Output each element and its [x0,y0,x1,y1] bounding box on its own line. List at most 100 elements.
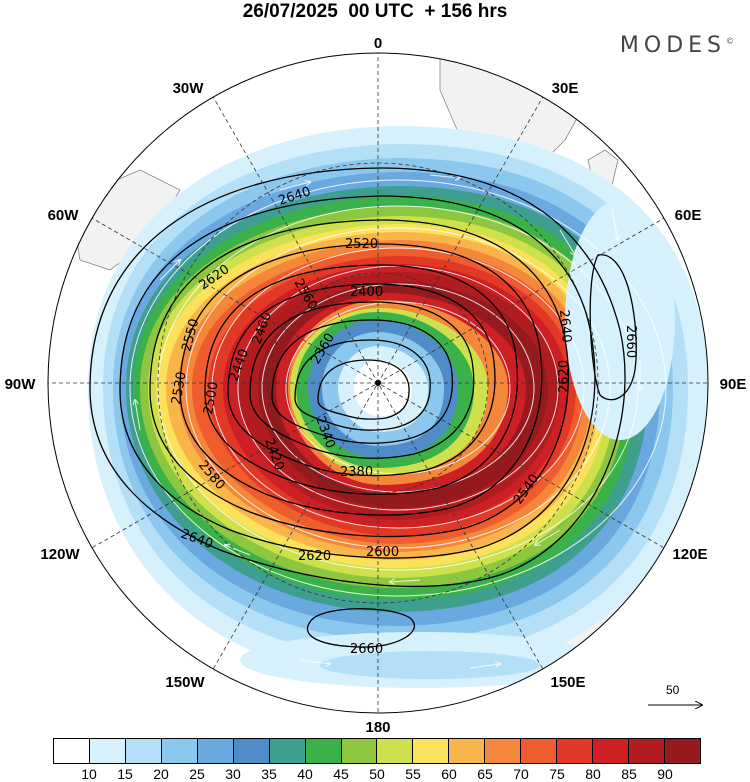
colorbar-segment [629,739,665,763]
colorbar-tick-label: 40 [297,766,313,782]
map-title: 26/07/2025 00 UTC + 156 hrs [242,1,508,22]
colorbar-segment [305,739,342,763]
colorbar-segment [557,739,594,763]
colorbar-tick-label: 30 [225,766,241,782]
colorbar-tick-label: 55 [405,766,421,782]
contour-2560 [179,243,543,516]
longitude-label-120e: 120E [672,546,707,563]
pole-marker [375,380,381,386]
colorbar-segment [89,739,126,763]
contour-2340 [317,359,410,420]
contour-labels: 2640 2620 2560 2520 2400 2360 2340 2380 … [169,184,638,657]
wind-speed-shading [88,126,708,680]
contour-label: 2600 [366,545,399,560]
contour-2660-east [589,254,637,401]
contour-2480 [227,283,496,477]
contour-label: 2660 [623,325,638,358]
contour-2660-south [307,608,416,648]
colorbar-tick-label: 80 [585,766,601,782]
colorbar [53,738,701,764]
colorbar-segment [521,739,558,763]
longitude-label-120w: 120W [40,546,80,563]
contour-label: 2660 [350,642,383,657]
wind-vector-ring-6 [261,283,535,493]
wind-vector-arrow [535,529,561,545]
contour-label: 2500 [201,380,222,415]
contour-label: 2620 [557,360,572,393]
wind-area-east [565,200,675,440]
longitude-label-30e: 30E [552,80,579,97]
contour-2440 [249,301,475,459]
contour-2600 [149,219,570,538]
contour-label: 2520 [345,237,378,252]
contour-2640-outer [89,167,626,587]
wind-vector-arrow [429,174,460,178]
polar-map: 2640 2620 2560 2520 2400 2360 2340 2380 … [5,35,747,736]
colorbar-tick-label: 75 [549,766,565,782]
colorbar-tick-label: 45 [333,766,349,782]
colorbar-tick-label: 90 [657,766,673,782]
colorbar-segment [593,739,629,763]
longitude-labels: 0 30E 60E 90E 120E 150E 180 150W 120W 90… [5,35,747,736]
wind-vector-arrow [225,545,251,556]
colorbar-segment [197,739,234,763]
colorbar-segment [377,739,414,763]
longitude-label-150e: 150E [550,674,585,691]
colorbar-segment [485,739,522,763]
wind-vector-ring-1 [129,179,667,597]
contour-label: 2640 [556,309,574,343]
wind-vectors [129,174,667,669]
wind-vector-arrow [299,659,330,664]
map-boundary [47,52,709,714]
colorbar-segment [161,739,198,763]
colorbar-tick-label: 25 [189,766,205,782]
longitude-label-90w: 90W [5,376,37,393]
longitude-label-60w: 60W [48,207,80,224]
colorbar-tick-label: 50 [369,766,385,782]
wind-vector-arrow [611,209,618,240]
wind-vector-arrow [279,182,310,191]
colorbar-tick-label: 65 [477,766,493,782]
wind-vector-arrow [159,260,180,281]
longitude-label-180: 180 [365,719,390,736]
contour-2360 [294,339,431,431]
colorbar-segment [269,739,306,763]
colorbar-segment [54,739,90,763]
colorbar-tick-label: 20 [153,766,169,782]
vector-reference: 50 [644,683,706,713]
colorbar-segment [664,739,700,763]
contour-label: 2380 [340,465,373,480]
longitude-label-60e: 60E [675,207,702,224]
vector-reference-label: 50 [666,683,680,697]
contour-label: 2530 [169,370,190,405]
wind-area-south-inner [320,651,540,679]
colorbar-segment [341,739,378,763]
colorbar-tick-label: 85 [621,766,637,782]
wind-vector-arrow [390,580,421,582]
brand-copyright: © [726,36,734,46]
contour-label: 2400 [350,285,383,300]
wind-vector-ring-4 [211,247,585,529]
contour-label: 2620 [298,549,331,564]
wind-vector-ring-3 [185,227,611,549]
vector-reference-arrow [648,683,706,713]
colorbar-tick-label: 15 [117,766,133,782]
colorbar-tick-label: 35 [261,766,277,782]
height-contours [89,167,637,648]
brand-name: MODES [619,33,726,58]
contour-2620 [119,195,596,559]
minor-wind-areas [240,200,675,688]
colorbar-tick-label: 60 [441,766,457,782]
colorbar-ticks: 10 15 20 25 30 35 40 45 50 55 60 65 70 75 80 85 90 [53,766,701,782]
map-content [48,53,708,713]
longitude-label-150w: 150W [165,674,205,691]
contour-2520 [204,264,518,495]
band-inner-10 [354,360,412,416]
wind-vector-arrow [135,400,141,431]
colorbar-tick-label: 10 [81,766,97,782]
colorbar-segment [233,739,270,763]
longitude-label-0: 0 [374,35,382,52]
colorbar-tick-label: 70 [513,766,529,782]
colorbar-segment [125,739,162,763]
brand-logo: MODES© [620,33,734,58]
